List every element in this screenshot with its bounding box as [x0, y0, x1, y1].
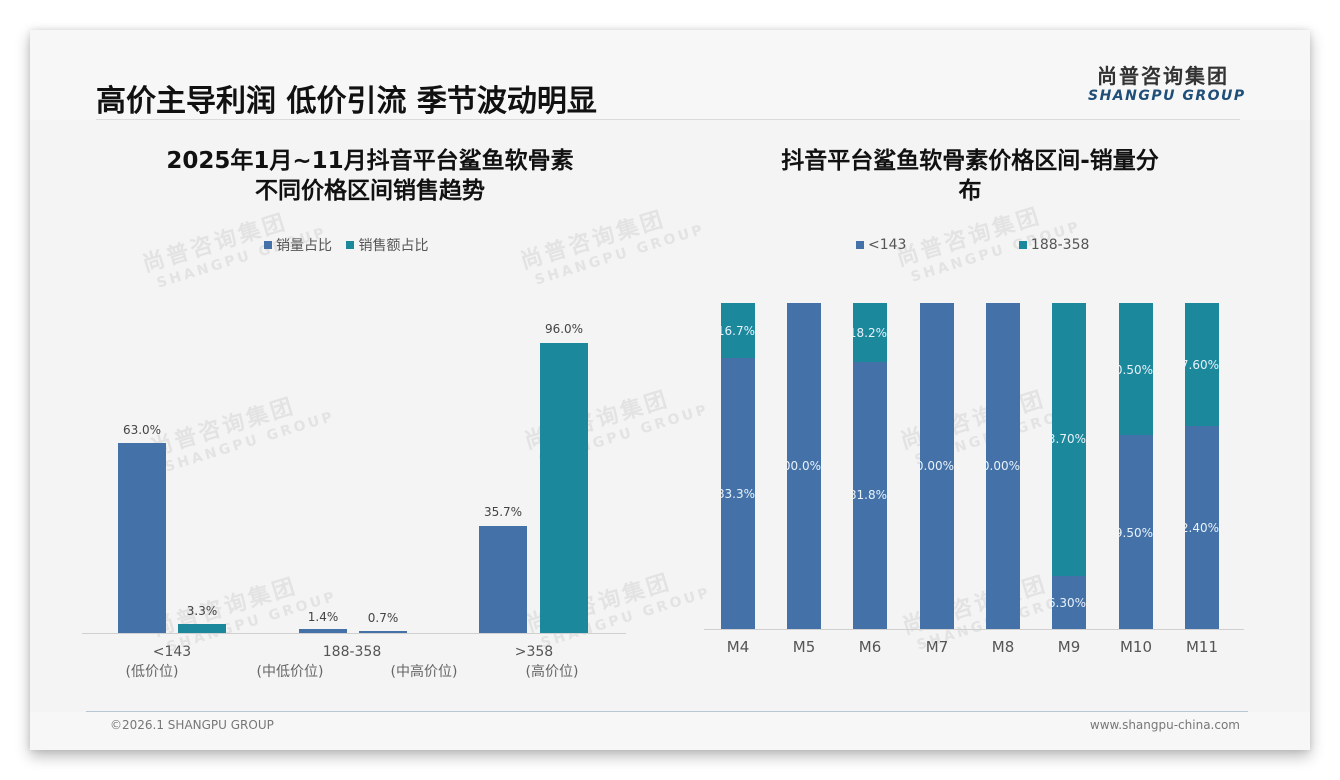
x-axis-line	[704, 629, 1244, 630]
segment-mid	[1052, 303, 1086, 576]
segment-label: 37.60%	[1185, 358, 1219, 372]
category-sublabel: (中高价位)	[390, 664, 458, 680]
segment-mid	[1185, 303, 1219, 426]
segment-mid	[1119, 303, 1153, 435]
left-chart-legend: 销量占比 销售额占比	[264, 235, 438, 255]
segment-label: 59.50%	[1119, 526, 1153, 540]
category-sublabel: (高价位)	[525, 664, 579, 680]
data-label: 35.7%	[483, 505, 523, 519]
slide-footer: ©2026.1 SHANGPU GROUP www.shangpu-china.…	[30, 712, 1310, 750]
copyright-text: ©2026.1 SHANGPU GROUP	[110, 718, 274, 732]
category-sublabel: (中低价位)	[256, 664, 324, 680]
category-label: 188-358	[322, 644, 382, 660]
segment-label: 100.00%	[920, 459, 954, 473]
bar-mid-revenue	[359, 631, 407, 633]
legend-item-volume-share: 销量占比	[264, 235, 332, 255]
right-chart-title-line2: 布	[958, 178, 982, 204]
segment-low	[1052, 576, 1086, 629]
month-label: M6	[858, 638, 882, 656]
segment-label: 100.0%	[787, 459, 821, 473]
segment-low	[920, 303, 954, 629]
right-chart-title-line1: 抖音平台鲨鱼软骨素价格区间-销量分	[781, 148, 1159, 174]
stacked-bar-m6: 18.2% 81.8%	[853, 303, 887, 629]
segment-label: 16.30%	[1052, 596, 1086, 610]
legend-swatch-teal-icon	[1018, 241, 1027, 249]
legend-swatch-blue-icon	[856, 241, 864, 249]
segment-label: 18.2%	[853, 326, 887, 340]
stacked-bar-m9: 83.70% 16.30%	[1052, 303, 1086, 629]
company-logo: 尚普咨询集团 SHANGPU GROUP	[1088, 64, 1246, 104]
category-label: >358	[514, 644, 554, 660]
x-axis-line	[82, 633, 626, 634]
footer-divider	[86, 711, 1248, 712]
segment-label: 83.70%	[1052, 432, 1086, 446]
month-label: M4	[726, 638, 750, 656]
bar-mid-volume	[299, 629, 347, 633]
page-title: 高价主导利润 低价引流 季节波动明显	[96, 84, 597, 119]
data-label: 1.4%	[307, 610, 339, 624]
legend-label: 销量占比	[276, 238, 332, 254]
legend-label: <143	[868, 237, 907, 253]
data-label: 3.3%	[186, 604, 218, 618]
left-chart-title-line2: 不同价格区间销售趋势	[255, 178, 485, 204]
segment-mid	[721, 303, 755, 358]
segment-label: 40.50%	[1119, 363, 1153, 377]
segment-label: 83.3%	[721, 487, 755, 501]
legend-label: 188-358	[1030, 237, 1090, 253]
stacked-bar-m11: 37.60% 62.40%	[1185, 303, 1219, 629]
legend-swatch-blue-icon	[264, 241, 272, 249]
month-label: M10	[1119, 638, 1153, 656]
month-label: M11	[1185, 638, 1219, 656]
month-label: M5	[792, 638, 816, 656]
segment-low	[787, 303, 821, 629]
bar-high-revenue	[540, 343, 588, 633]
segment-label: 16.7%	[721, 324, 755, 338]
title-divider	[96, 119, 1240, 120]
slide: 高价主导利润 低价引流 季节波动明显 尚普咨询集团 SHANGPU GROUP …	[30, 30, 1310, 750]
segment-low	[986, 303, 1020, 629]
segment-label: 62.40%	[1185, 521, 1219, 535]
stacked-bar-m8: 100.00%	[986, 303, 1020, 629]
legend-item-revenue-share: 销售额占比	[346, 235, 428, 255]
slide-header	[30, 30, 1310, 120]
segment-low	[1185, 426, 1219, 629]
month-label: M8	[991, 638, 1015, 656]
data-label: 0.7%	[367, 611, 399, 625]
segment-low	[1119, 435, 1153, 629]
segment-mid	[853, 303, 887, 362]
bar-low-volume	[118, 443, 166, 633]
right-chart-legend: <143 188-358	[856, 237, 1099, 253]
legend-item-low-price: <143	[856, 237, 906, 253]
data-label: 96.0%	[544, 322, 584, 336]
stacked-bar-m5: 100.0%	[787, 303, 821, 629]
segment-label: 100.00%	[986, 459, 1020, 473]
legend-item-mid-price: 188-358	[1018, 237, 1090, 253]
bar-low-revenue	[178, 624, 226, 633]
month-label: M7	[925, 638, 949, 656]
data-label: 63.0%	[122, 423, 162, 437]
segment-low	[721, 358, 755, 629]
legend-label: 销售额占比	[358, 238, 429, 254]
right-chart-title: 抖音平台鲨鱼软骨素价格区间-销量分 布	[720, 146, 1220, 206]
left-chart-title-line1: 2025年1月~11月抖音平台鲨鱼软骨素	[166, 148, 574, 174]
bar-high-volume	[479, 526, 527, 633]
category-label: <143	[152, 644, 192, 660]
month-label: M9	[1057, 638, 1081, 656]
stacked-bar-m7: 100.00%	[920, 303, 954, 629]
segment-low	[853, 362, 887, 629]
left-chart-title: 2025年1月~11月抖音平台鲨鱼软骨素 不同价格区间销售趋势	[90, 146, 650, 206]
website-link[interactable]: www.shangpu-china.com	[1089, 718, 1240, 732]
category-sublabel: (低价位)	[125, 664, 179, 680]
segment-label: 81.8%	[853, 488, 887, 502]
legend-swatch-teal-icon	[346, 241, 355, 249]
logo-chinese-text: 尚普咨询集团	[1097, 64, 1229, 88]
stacked-bar-m4: 16.7% 83.3%	[721, 303, 755, 629]
stacked-bar-m10: 40.50% 59.50%	[1119, 303, 1153, 629]
logo-english-text: SHANGPU GROUP	[1088, 88, 1246, 104]
